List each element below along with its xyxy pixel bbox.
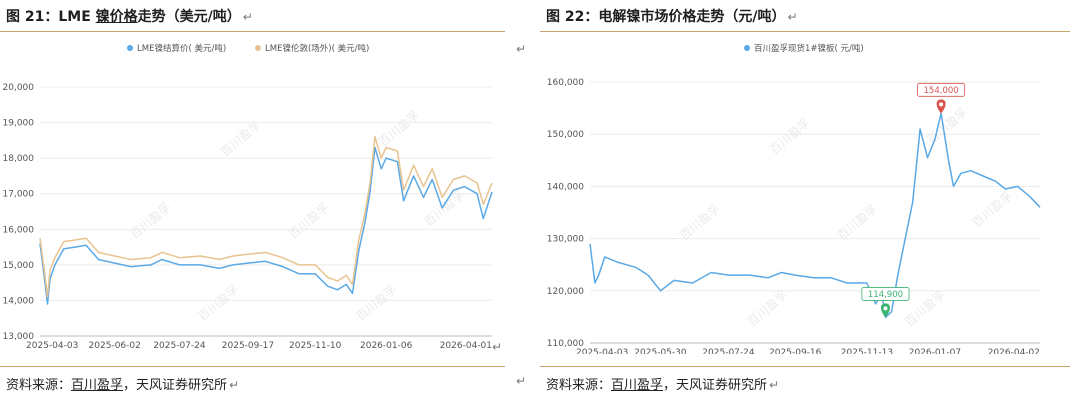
watermark-text: 百川盈孚 xyxy=(218,118,264,160)
watermark-text: 百川盈孚 xyxy=(128,200,174,242)
source-suffix: ，天风证券研究所 xyxy=(123,378,228,393)
return-mark: ↵ xyxy=(769,378,780,392)
source-suffix: ，天风证券研究所 xyxy=(663,378,768,393)
min-marker: 114,900 xyxy=(861,287,910,318)
source-note: 资料来源：百川盈孚，天风证券研究所 ↵ xyxy=(546,374,779,393)
x-tick-label: 2026-04-02 xyxy=(988,348,1040,354)
watermark-text: 百川盈孚 xyxy=(195,282,241,324)
bottom-rule xyxy=(540,366,1070,367)
marker-pin xyxy=(936,99,946,114)
marker-dot xyxy=(939,102,944,107)
x-tick-label: 2025-09-17 xyxy=(222,341,274,351)
watermark-text: 百川盈孚 xyxy=(835,202,881,244)
source-prefix: 资料来源： xyxy=(546,378,612,393)
left-panel: 图 21：LME 镍价格走势（美元/吨） ↵ 百川盈孚 百川盈孚 百川盈孚 百川盈孚 百川… xyxy=(0,0,505,407)
top-rule xyxy=(0,31,505,32)
legend-marker xyxy=(744,45,750,51)
series-line xyxy=(39,136,493,298)
legend-label: LME镍结算价( 美元/吨) xyxy=(137,43,226,54)
watermark-text: 百川盈孚 xyxy=(354,282,400,324)
watermark-text: 百川盈孚 xyxy=(767,116,813,158)
y-tick-label: 19,000 xyxy=(3,119,35,129)
x-tick-label: 2025-09-16 xyxy=(769,348,822,354)
watermark-text: 百川盈孚 xyxy=(925,105,971,147)
figure-22-title: 图 22：电解镍市场价格走势（元/吨） ↵ xyxy=(546,6,798,26)
watermark-text: 百川盈孚 xyxy=(745,288,791,330)
legend-marker xyxy=(255,45,261,51)
marker-dot xyxy=(883,306,888,311)
title-prefix: 图 21：LME xyxy=(6,9,96,25)
bottom-rule xyxy=(0,366,505,367)
x-tick-label: 2025-11-13 xyxy=(841,348,893,354)
return-mark: ↵ xyxy=(516,374,527,388)
marker-label-box xyxy=(861,287,910,301)
watermark-text: 百川盈孚 xyxy=(970,189,1016,231)
x-tick-label: 2025-04-03 xyxy=(26,341,78,351)
y-tick-label: 14,000 xyxy=(3,296,35,306)
title-suffix: 走势（美元/吨） xyxy=(137,9,241,25)
x-tick-label: 2025-04-03 xyxy=(576,348,628,354)
y-tick-label: 15,000 xyxy=(3,261,35,271)
series-line xyxy=(39,146,493,305)
return-mark: ↵ xyxy=(492,340,503,354)
x-tick-label: 2025-05-30 xyxy=(634,348,687,354)
x-tick-label: 2026-01-06 xyxy=(360,341,413,351)
y-tick-label: 17,000 xyxy=(3,190,35,200)
y-tick-label: 140,000 xyxy=(547,182,584,192)
series-line xyxy=(589,112,1041,319)
marker-label: 154,000 xyxy=(924,86,959,96)
title-underlined: 镍价格 xyxy=(95,9,138,25)
max-marker: 154,000 xyxy=(917,82,966,114)
source-note: 资料来源：百川盈孚，天风证券研究所 ↵ xyxy=(6,374,239,393)
y-tick-label: 16,000 xyxy=(3,225,35,235)
y-tick-label: 120,000 xyxy=(547,287,584,297)
y-tick-label: 110,000 xyxy=(547,339,584,349)
source-underlined: 百川盈孚 xyxy=(71,378,124,393)
marker-label: 114,900 xyxy=(868,290,903,300)
y-tick-label: 150,000 xyxy=(547,130,584,140)
source-prefix: 资料来源： xyxy=(6,378,72,393)
return-mark: ↵ xyxy=(229,378,240,392)
y-tick-label: 160,000 xyxy=(547,78,584,88)
legend-marker xyxy=(127,45,133,51)
watermark-text: 百川盈孚 xyxy=(677,202,723,244)
marker-label-box xyxy=(917,82,966,97)
legend-label: LME镍伦敦(场外)( 美元/吨) xyxy=(265,43,369,54)
watermark-text: 百川盈孚 xyxy=(376,108,422,150)
figure-21-title: 图 21：LME 镍价格走势（美元/吨） ↵ xyxy=(6,6,253,26)
x-tick-label: 2026-01-07 xyxy=(909,348,961,354)
return-mark: ↵ xyxy=(787,10,798,24)
return-mark: ↵ xyxy=(242,10,253,24)
y-tick-label: 130,000 xyxy=(547,235,584,245)
y-tick-label: 18,000 xyxy=(3,154,35,164)
x-tick-label: 2025-11-10 xyxy=(289,341,342,351)
title-prefix: 图 22：电解镍市场价格走势（元/吨） xyxy=(546,9,786,25)
x-tick-label: 2025-07-24 xyxy=(702,348,755,354)
x-tick-label: 2025-07-24 xyxy=(153,341,206,351)
y-tick-label: 13,000 xyxy=(3,332,35,342)
watermark-text: 百川盈孚 xyxy=(286,200,332,242)
right-panel: 图 22：电解镍市场价格走势（元/吨） ↵ 百川盈孚 百川盈孚 百川盈孚 百川盈孚 百川盈… xyxy=(540,0,1070,407)
y-tick-label: 20,000 xyxy=(3,83,35,93)
source-underlined: 百川盈孚 xyxy=(611,378,664,393)
legend-label: 百川盈孚现货1#镍板( 元/吨) xyxy=(754,43,864,54)
x-tick-label: 2025-06-02 xyxy=(89,341,141,351)
top-rule xyxy=(540,31,1070,32)
return-mark: ↵ xyxy=(516,42,527,56)
x-tick-label: 2026-04-01 xyxy=(440,341,492,351)
